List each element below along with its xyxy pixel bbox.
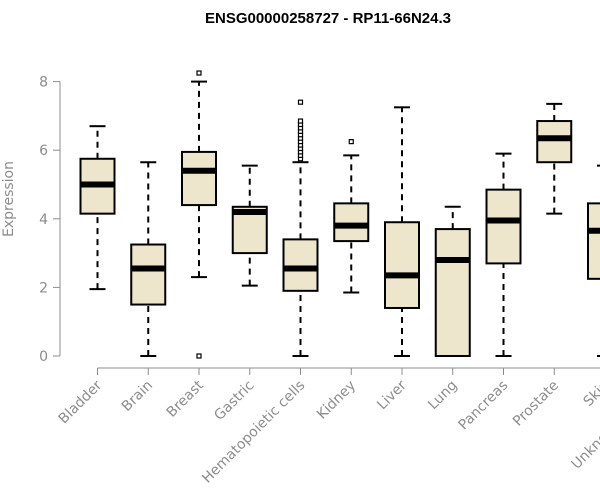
x-tick-label: Prostate bbox=[510, 378, 562, 430]
x-tick-label: Pancreas bbox=[456, 378, 512, 434]
x-tick-label: Liver bbox=[374, 377, 410, 413]
box-hematopoietic-cells bbox=[282, 99, 319, 357]
x-tick-label: Bladder bbox=[56, 377, 106, 427]
y-tick-label: 0 bbox=[39, 349, 48, 365]
x-tick-label: Brain bbox=[119, 378, 156, 415]
box-lung bbox=[434, 205, 471, 357]
boxes bbox=[79, 70, 600, 359]
box-pancreas bbox=[485, 152, 522, 357]
outlier-point bbox=[196, 353, 202, 359]
box-body bbox=[536, 120, 573, 164]
y-tick-label: 4 bbox=[39, 212, 48, 228]
box-body bbox=[587, 202, 600, 280]
x-tick-label: Kidney bbox=[314, 378, 359, 423]
box-body bbox=[130, 243, 167, 306]
box-breast bbox=[181, 70, 217, 359]
outlier-point bbox=[196, 70, 202, 76]
box-body bbox=[384, 221, 420, 309]
chart-title: ENSG00000258727 - RP11-66N24.3 bbox=[205, 10, 451, 27]
box-prostate bbox=[536, 102, 573, 215]
box-body bbox=[282, 238, 319, 292]
outlier-point bbox=[297, 99, 304, 105]
y-tick-label: 2 bbox=[39, 280, 48, 296]
x-tick-label: Hematopoietic cells bbox=[199, 378, 308, 487]
box-kidney bbox=[333, 139, 370, 294]
box-liver bbox=[384, 106, 420, 357]
y-tick-label: 8 bbox=[39, 75, 48, 91]
box-body bbox=[181, 150, 217, 207]
outlier-point bbox=[297, 118, 304, 124]
x-tick-label: Breast bbox=[164, 377, 208, 421]
box-body bbox=[485, 188, 522, 265]
y-axis: 0 2 4 6 8 bbox=[39, 75, 61, 365]
box-gastric bbox=[231, 164, 268, 287]
y-tick-label: 6 bbox=[39, 143, 48, 159]
box-bladder bbox=[79, 125, 116, 291]
box-body bbox=[333, 202, 370, 243]
box-brain bbox=[130, 161, 167, 357]
x-tick-label: Gastric bbox=[211, 378, 257, 424]
x-tick-label: Lung bbox=[425, 378, 460, 413]
x-tick-label: Skin bbox=[580, 378, 600, 410]
box-body bbox=[434, 228, 471, 357]
y-axis-label: Expression bbox=[1, 161, 17, 237]
outlier-point bbox=[348, 139, 354, 145]
box-skin bbox=[587, 164, 600, 357]
